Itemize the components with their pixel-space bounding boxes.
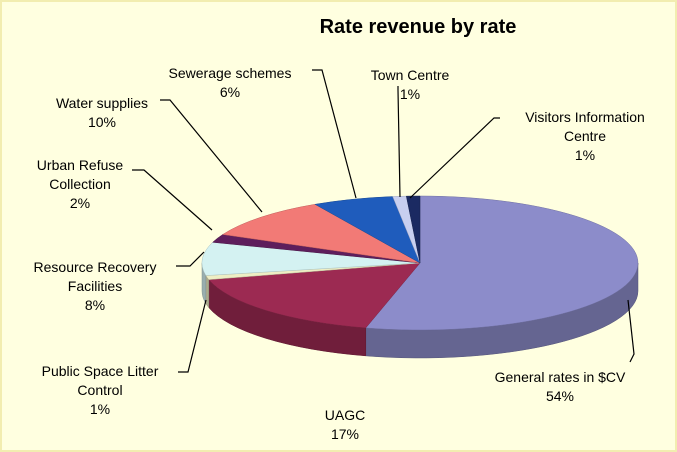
- slice-name: Resource Recovery Facilities: [33, 259, 157, 294]
- slice-percent: 1%: [399, 86, 421, 102]
- slice-top: [208, 262, 421, 329]
- leader-line: [132, 169, 213, 231]
- leader-line: [397, 86, 401, 198]
- slice-name: Water supplies: [55, 95, 149, 111]
- slice-label: Urban Refuse Collection 2%: [30, 156, 130, 213]
- slice-name: Sewerage schemes: [168, 65, 292, 81]
- slice-label: Visitors Information Centre 1%: [510, 108, 660, 165]
- pie-slice: [406, 195, 421, 264]
- slice-label: Town Centre 1%: [350, 66, 470, 104]
- leader-line: [176, 251, 205, 267]
- leader-line: [409, 117, 500, 199]
- slice-name: UAGC: [324, 407, 366, 423]
- slice-percent: 1%: [89, 401, 111, 417]
- leader-line: [627, 299, 635, 363]
- slice-percent: 17%: [330, 426, 360, 442]
- slice-percent: 2%: [69, 195, 91, 211]
- slice-label: Water supplies 10%: [32, 94, 172, 132]
- slice-name: Urban Refuse Collection: [36, 157, 124, 192]
- slice-top: [222, 204, 421, 264]
- slice-label: General rates in $CV 54%: [460, 368, 660, 406]
- slice-top: [406, 195, 421, 264]
- slice-name: Visitors Information Centre: [525, 109, 645, 144]
- slice-percent: 54%: [545, 388, 575, 404]
- slice-label: UAGC 17%: [295, 406, 395, 444]
- slice-name: Town Centre: [370, 67, 450, 83]
- slice-percent: 1%: [574, 147, 596, 163]
- slice-percent: 10%: [87, 114, 117, 130]
- slice-name: Public Space Litter Control: [41, 363, 159, 398]
- slice-name: General rates in $CV: [494, 369, 626, 385]
- slice-label: Sewerage schemes 6%: [150, 64, 310, 102]
- leader-line: [178, 299, 207, 373]
- slice-label: Public Space Litter Control 1%: [30, 362, 170, 419]
- chart-title: Rate revenue by rate: [319, 16, 517, 38]
- slice-top: [201, 242, 421, 276]
- slice-label: Resource Recovery Facilities 8%: [15, 258, 175, 315]
- slice-percent: 6%: [219, 84, 241, 100]
- leader-line: [312, 69, 357, 199]
- leader-line: [160, 99, 263, 213]
- slice-top: [365, 195, 639, 331]
- slice-side: [205, 274, 210, 309]
- pie-slice: [222, 204, 421, 264]
- slice-percent: 8%: [84, 297, 106, 313]
- pie-slice: [201, 242, 421, 305]
- pie-slice: [205, 262, 421, 309]
